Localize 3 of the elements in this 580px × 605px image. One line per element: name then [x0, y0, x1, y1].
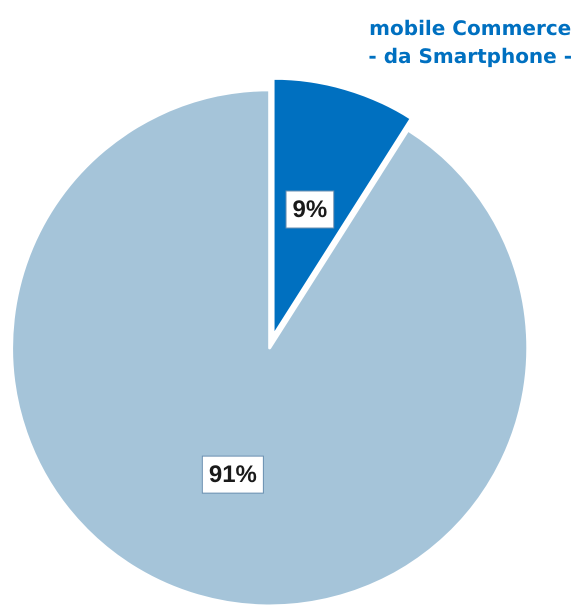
data-label: 91% — [208, 461, 257, 488]
slice-label: mobile Commerce - da Smartphone - — [368, 16, 572, 68]
data-label: 9% — [292, 196, 328, 224]
